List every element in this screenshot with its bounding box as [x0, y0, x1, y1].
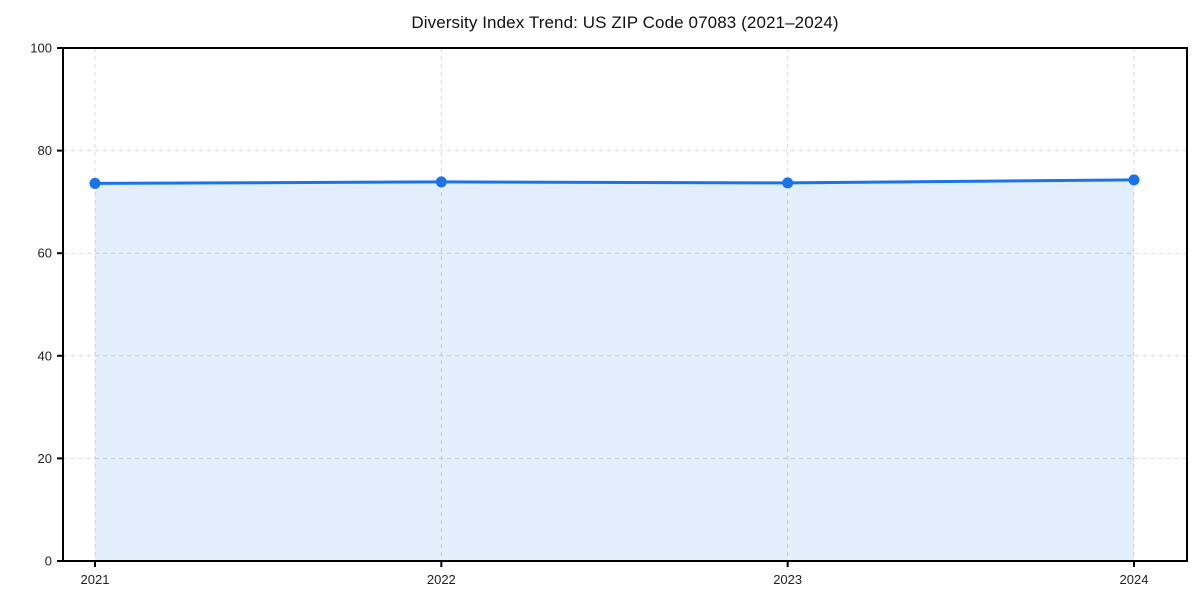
trend-line	[93, 178, 1136, 185]
x-axis-tick-label: 2022	[427, 572, 456, 587]
data-point-marker	[435, 176, 447, 188]
chart-title: Diversity Index Trend: US ZIP Code 07083…	[411, 13, 839, 32]
data-point-marker	[89, 177, 101, 189]
data-point-marker	[1128, 174, 1140, 186]
y-axis-tick-label: 100	[30, 41, 52, 56]
plot-frame	[62, 47, 1188, 562]
y-axis-tick-label: 60	[38, 246, 52, 261]
x-axis-tick-label: 2021	[81, 572, 110, 587]
y-axis-tick-label: 80	[38, 143, 52, 158]
area-fill	[95, 179, 1134, 561]
y-axis-tick-label: 40	[38, 348, 52, 363]
y-axis-tick-label: 0	[45, 554, 52, 569]
y-axis-tick-label: 20	[38, 451, 52, 466]
data-point-marker	[782, 177, 794, 189]
x-axis-tick-label: 2024	[1120, 572, 1149, 587]
x-axis-tick-label: 2023	[773, 572, 802, 587]
